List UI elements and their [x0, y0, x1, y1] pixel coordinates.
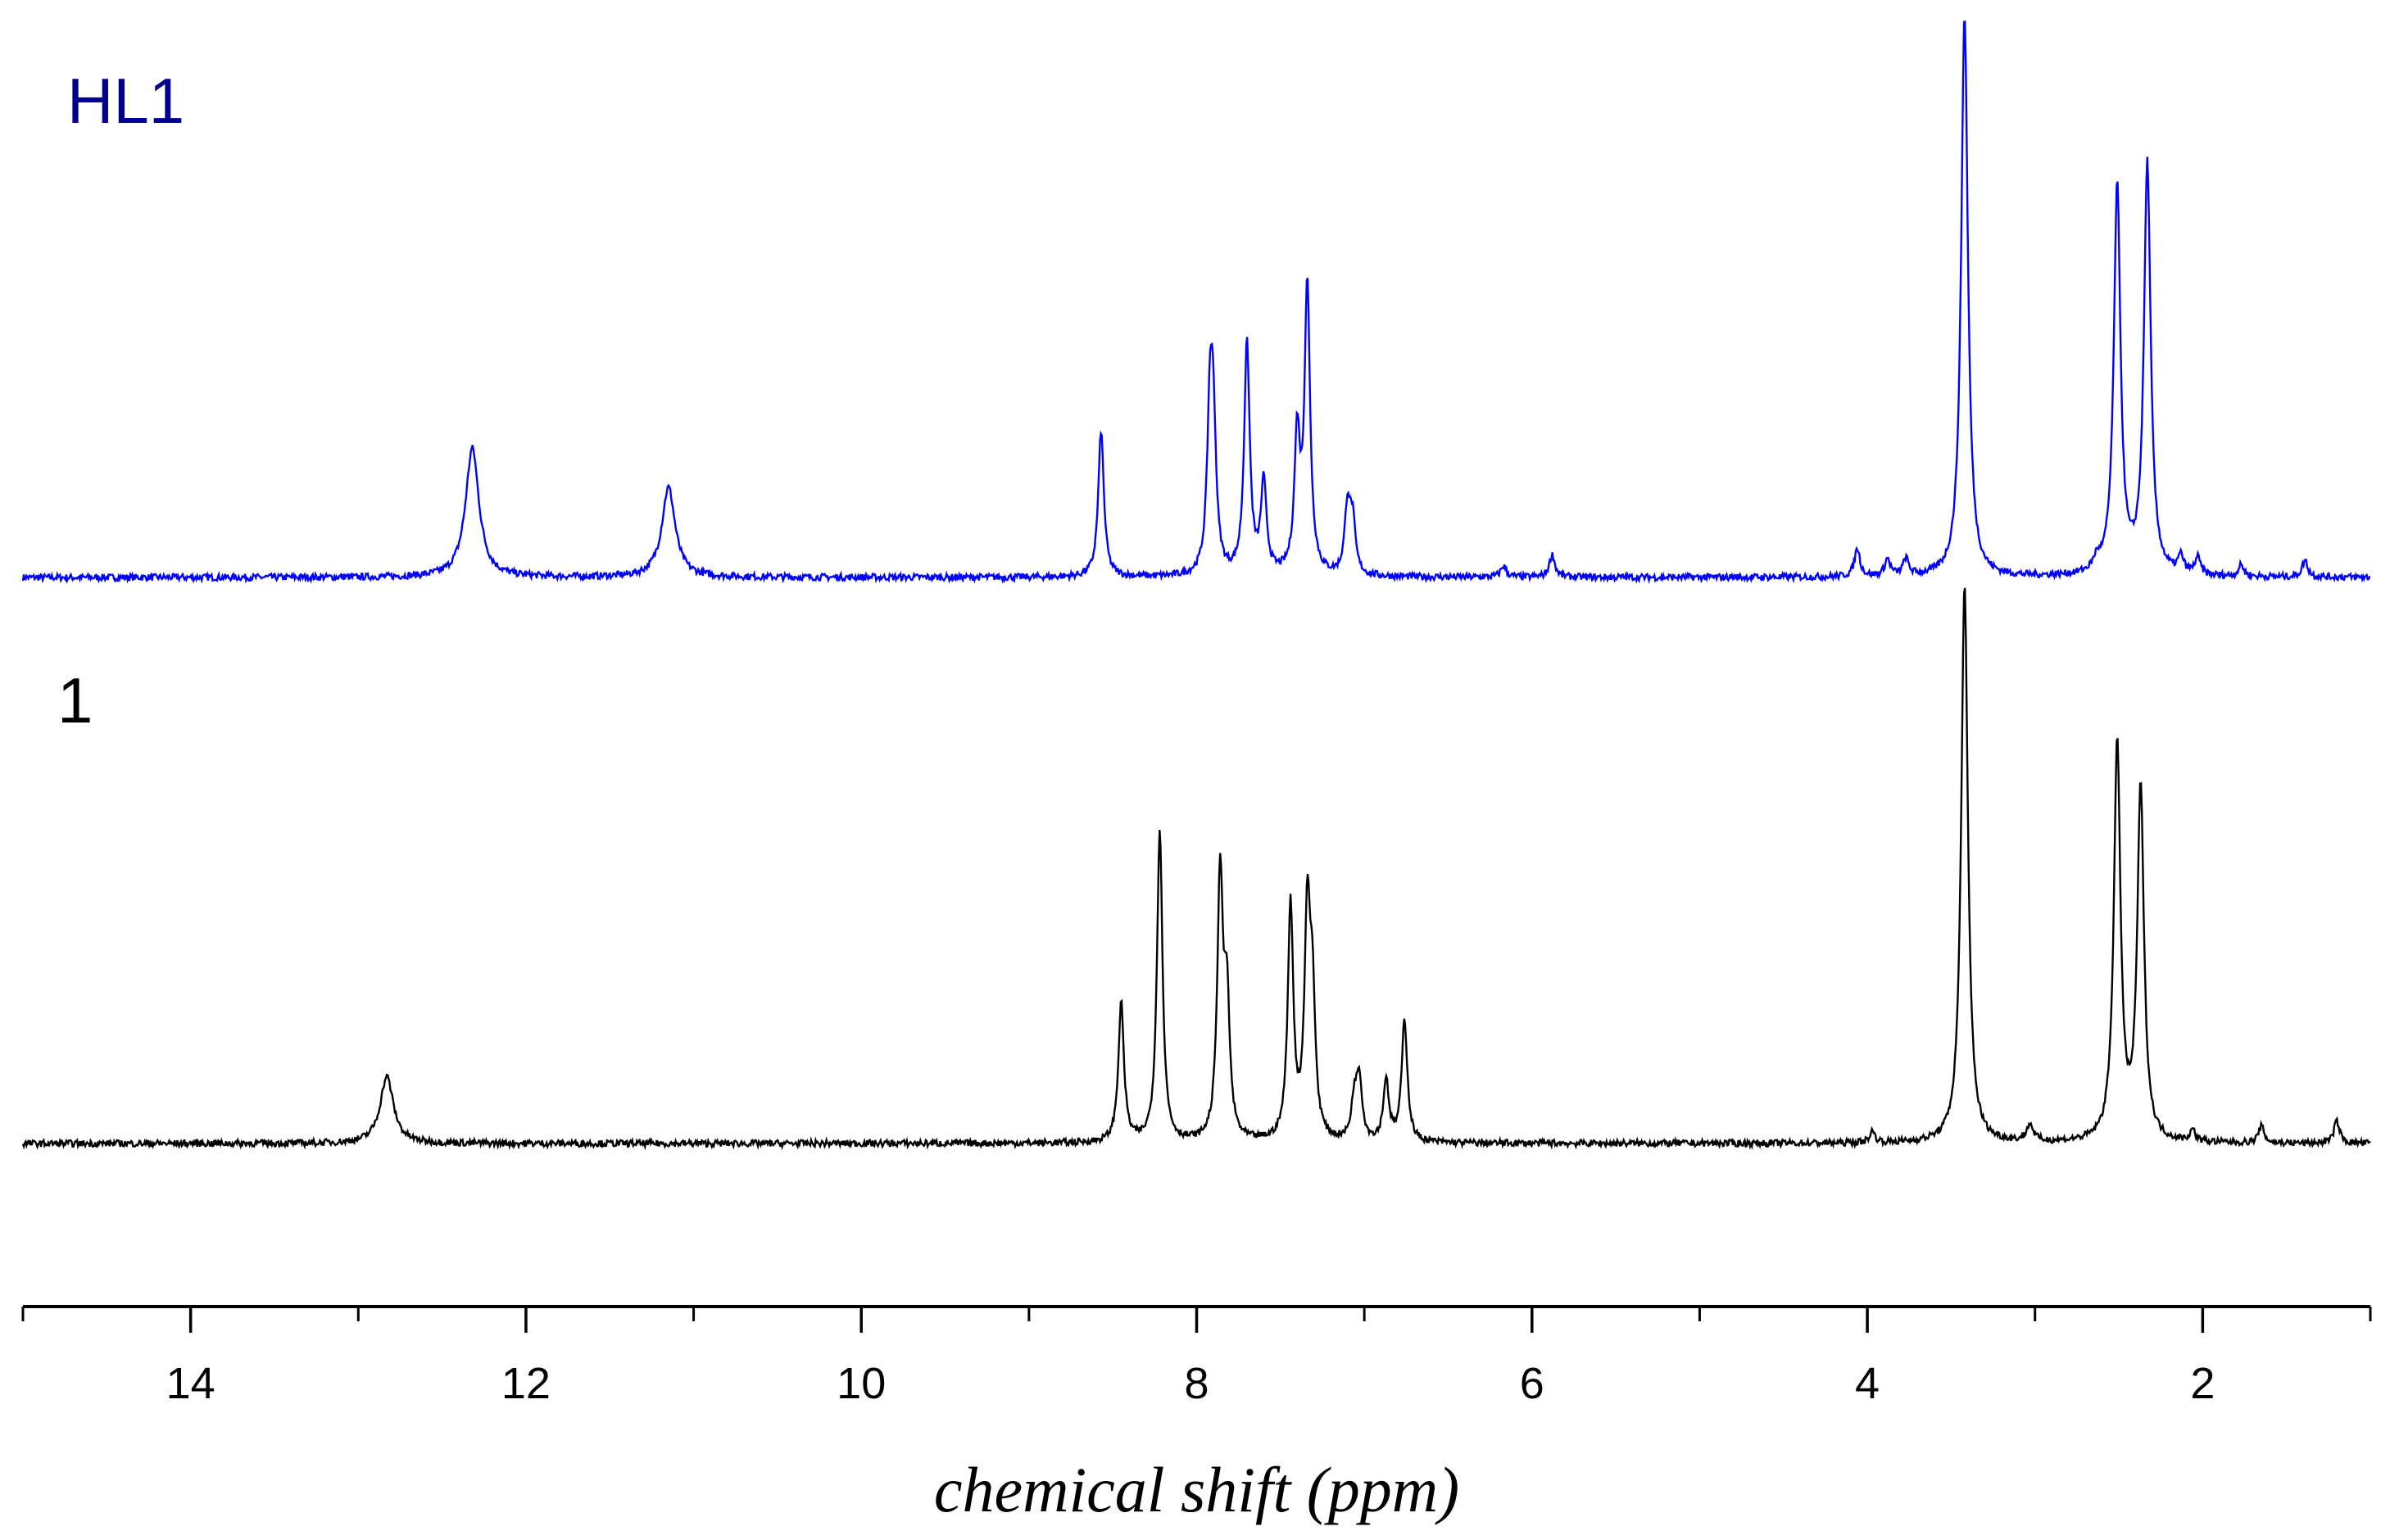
- x-tick-label: 14: [166, 1359, 215, 1408]
- spectrum-trace-hl1: [21, 20, 2371, 585]
- x-tick-label: 4: [1855, 1359, 1880, 1408]
- x-axis-title: chemical shift (ppm): [934, 1454, 1459, 1525]
- x-tick-label: 6: [1520, 1359, 1544, 1408]
- x-tick-label: 12: [501, 1359, 551, 1408]
- series-labels: HL1 1: [57, 65, 184, 736]
- spectra-layer: [21, 20, 2371, 1151]
- x-tick-label: 8: [1184, 1359, 1209, 1408]
- series-label-hl1: HL1: [67, 65, 184, 137]
- x-tick-label: 10: [837, 1359, 886, 1408]
- series-label-complex-1: 1: [57, 664, 93, 736]
- x-tick-label: 2: [2190, 1359, 2215, 1408]
- spectrum-trace-complex-1: [21, 587, 2371, 1151]
- x-axis: 14 12 10 8 6 4 2 chemical shift (ppm): [21, 1305, 2372, 1525]
